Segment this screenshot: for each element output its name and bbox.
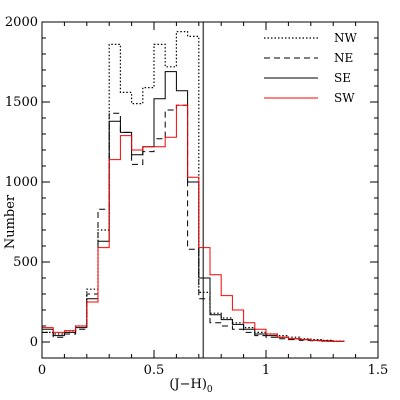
x-tick-label: 0 (38, 363, 46, 378)
legend-label-ne: NE (334, 51, 353, 65)
series-line-se (42, 71, 345, 342)
x-tick-label: 0.5 (144, 363, 165, 378)
x-tick-label: 1 (262, 363, 270, 378)
y-tick-label: 1500 (5, 95, 38, 110)
y-tick-label: 1000 (5, 175, 38, 190)
legend-label-nw: NW (334, 31, 358, 45)
y-tick-label: 0 (30, 335, 38, 350)
y-tick-label: 2000 (5, 15, 38, 30)
axes-layer: 0 0.5 1 1.5 0 500 1000 1500 2000 (5, 15, 388, 378)
series-layer (42, 31, 345, 343)
series-line-ne (42, 104, 345, 343)
x-axis-label-main: (J−H) (169, 377, 207, 392)
plot-frame (41, 21, 379, 359)
x-axis-label: (J−H)0 (169, 377, 213, 395)
x-axis-label-subscript: 0 (207, 385, 213, 395)
y-axis-label: Number (3, 194, 18, 249)
legend-label-se: SE (334, 71, 351, 85)
series-line-nw (42, 31, 345, 342)
legend: NW NE SE SW (264, 31, 358, 105)
series-line-sw (42, 104, 345, 343)
x-tick-label: 1.5 (368, 363, 389, 378)
legend-label-sw: SW (334, 91, 355, 105)
y-tick-label: 500 (13, 255, 38, 270)
